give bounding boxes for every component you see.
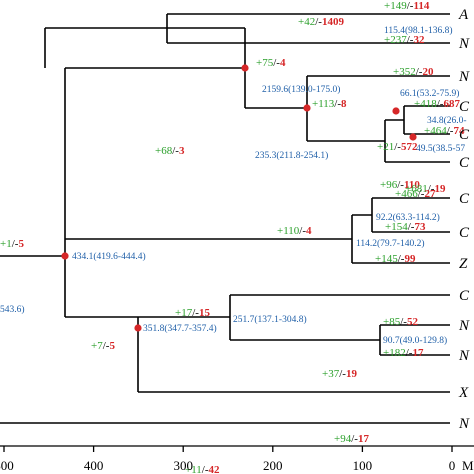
tip-label: C xyxy=(459,225,470,241)
tip-label: X xyxy=(458,385,469,401)
branch-change-label: +681/-19 xyxy=(405,183,446,195)
node-marker xyxy=(303,104,311,112)
branch-change-label: +42/-1409 xyxy=(298,16,344,28)
tip-label: N xyxy=(458,416,470,432)
branch-change-label: +145/-99 xyxy=(375,253,416,265)
branch-change-label: +182/-17 xyxy=(383,347,424,359)
branch-change-label: +464/-74 xyxy=(424,125,465,137)
branch-change-label: +7/-5 xyxy=(91,340,115,352)
branch-change-label: +154/-73 xyxy=(385,221,426,233)
branch-change-label: +94/-17 xyxy=(334,433,369,445)
node-marker xyxy=(392,107,400,115)
node-age-label: 434.1(419.6-444.4) xyxy=(72,251,146,262)
tip-label: C xyxy=(459,191,470,207)
axis-tick-label: 0 xyxy=(449,458,456,473)
tip-label: Z xyxy=(459,256,468,272)
node-age-label: 543.6) xyxy=(0,304,25,315)
node-age-label: 351.8(347.7-357.4) xyxy=(143,323,217,334)
time-axis: 500 400 300 200 100 0M xyxy=(0,445,474,473)
branch-change-label: +466/-27 xyxy=(395,188,436,200)
node-age-label: 251.7(137.1-304.8) xyxy=(233,314,307,325)
branch-change-label: +96/-110 xyxy=(380,179,420,191)
node-age-label: 2159.6(139.0-175.0) xyxy=(262,84,340,95)
axis-tick-label: 500 xyxy=(0,458,14,473)
node-marker xyxy=(241,64,249,72)
branch-change-label: +237/-32 xyxy=(384,34,425,46)
axis-tick-label: 200 xyxy=(263,458,283,473)
branch-change-label: +149/-114 xyxy=(384,0,430,12)
branch-change-label: +68/-3 xyxy=(155,145,185,157)
node-marker xyxy=(409,133,417,141)
branch-change-label: +75/-4 xyxy=(256,57,286,69)
tip-label: C xyxy=(459,288,470,304)
axis-tick-label: 100 xyxy=(353,458,373,473)
branch-change-label: +1/-5 xyxy=(0,238,24,250)
node-age-label: 92.2(63.3-114.2) xyxy=(376,212,440,223)
node-age-label: 235.3(211.8-254.1) xyxy=(255,150,328,161)
tip-label: C xyxy=(459,155,470,171)
node-age-label: 90.7(49.0-129.8) xyxy=(383,335,447,346)
tip-label: N xyxy=(458,69,470,85)
node-marker xyxy=(61,252,69,260)
tip-label: N xyxy=(458,348,470,364)
tip-label: A xyxy=(458,7,469,23)
node-age-label: 115.4(98.1-136.8) xyxy=(384,25,453,36)
node-age-label: 34.8(26.0- xyxy=(427,115,467,126)
branch-change-label: +113/-8 xyxy=(312,98,347,110)
tree-branches xyxy=(0,13,450,424)
node-age-labels: 115.4(98.1-136.8) 2159.6(139.0-175.0) 66.1… xyxy=(0,25,467,346)
tip-label: N xyxy=(458,36,470,52)
node-marker xyxy=(134,324,142,332)
branch-change-label: +110/-4 xyxy=(277,225,312,237)
branch-change-label: +17/-15 xyxy=(175,307,210,319)
node-age-label: 66.1(53.2-75.9) xyxy=(400,88,459,99)
axis-unit-label: M xyxy=(462,458,474,473)
tip-label: C xyxy=(459,127,470,143)
branch-change-label: +37/-19 xyxy=(322,368,357,380)
tip-label: C xyxy=(459,99,470,115)
tree-nodes xyxy=(61,64,417,332)
node-age-label: 49.5(38.5-57 xyxy=(416,143,465,154)
axis-tick-label: 400 xyxy=(84,458,104,473)
tip-label: N xyxy=(458,318,470,334)
axis-tick-label: 300 xyxy=(173,458,193,473)
branch-change-label: +85/-52 xyxy=(383,316,418,328)
node-age-label: 114.2(79.7-140.2) xyxy=(356,238,425,249)
branch-change-label: +11/-42 xyxy=(185,464,220,474)
branch-change-label: +418/-687 xyxy=(414,98,460,110)
branch-change-label: +352/-20 xyxy=(393,66,434,78)
branch-change-label: +21/-572 xyxy=(377,141,418,153)
